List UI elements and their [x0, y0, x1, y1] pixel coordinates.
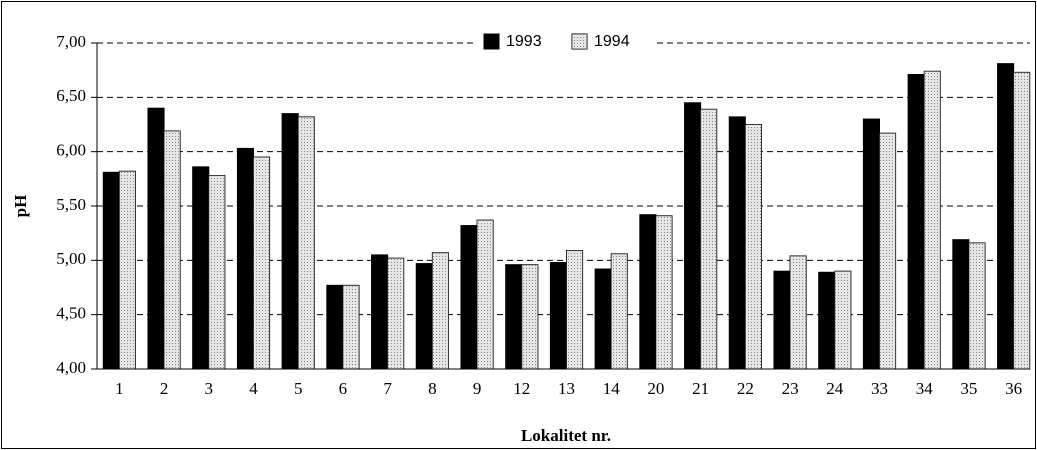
bar [639, 214, 657, 370]
bar-texture [566, 250, 583, 369]
x-axis-label: Lokalitet nr. [521, 426, 611, 445]
y-tick-label: 6,00 [56, 141, 86, 160]
x-tick-label: 9 [473, 379, 482, 398]
x-tick-label: 20 [647, 379, 664, 398]
bar [773, 270, 791, 370]
x-tick-label: 22 [737, 379, 754, 398]
bar [594, 268, 612, 370]
bar [505, 264, 523, 370]
bar-texture [432, 252, 449, 369]
bar [371, 254, 389, 370]
bar [997, 63, 1015, 370]
x-tick-label: 6 [339, 379, 348, 398]
x-tick-label: 2 [160, 379, 169, 398]
x-tick-label: 12 [513, 379, 530, 398]
bar [102, 171, 120, 370]
bar-texture [298, 116, 315, 369]
bar [818, 271, 836, 370]
x-tick-label: 3 [205, 379, 214, 398]
bar [952, 239, 970, 370]
x-tick-label: 14 [603, 379, 621, 398]
bar [281, 113, 299, 370]
x-tick-label: 1 [115, 379, 124, 398]
bar [326, 284, 344, 370]
bar [549, 262, 567, 370]
x-tick-label: 4 [249, 379, 258, 398]
bar-texture [387, 258, 404, 369]
y-tick-label: 5,50 [56, 195, 86, 214]
bar-texture [119, 171, 136, 369]
bar-texture [611, 253, 628, 369]
x-tick-label: 23 [782, 379, 799, 398]
x-tick-label: 36 [1005, 379, 1022, 398]
bar-texture [790, 255, 807, 369]
bar [147, 107, 165, 370]
bar-texture [655, 215, 673, 369]
bar [728, 116, 746, 370]
bar [460, 225, 478, 370]
x-tick-label: 24 [826, 379, 844, 398]
legend-swatch-texture [572, 34, 587, 49]
bar [236, 147, 255, 370]
x-tick-label: 7 [383, 379, 392, 398]
x-tick-label: 8 [428, 379, 437, 398]
bar [684, 102, 702, 370]
legend-swatch [483, 33, 500, 50]
x-tick-label: 13 [558, 379, 575, 398]
bar-texture [700, 109, 717, 369]
y-tick-label: 4,50 [56, 304, 86, 323]
legend-background [476, 30, 656, 54]
bar [907, 74, 925, 370]
x-tick-label: 33 [871, 379, 888, 398]
y-tick-label: 4,00 [56, 358, 86, 377]
x-tick-label: 21 [692, 379, 709, 398]
y-axis-label: pH [11, 195, 30, 218]
x-tick-label: 34 [916, 379, 934, 398]
bar-texture [253, 157, 270, 369]
bar [862, 118, 880, 370]
bar-texture [208, 175, 225, 369]
bar-texture [879, 133, 896, 369]
bar-texture [521, 264, 538, 369]
y-tick-label: 5,00 [56, 249, 86, 268]
bar-texture [342, 285, 360, 369]
bar-texture [924, 71, 941, 370]
bar-texture [968, 242, 986, 369]
bar-texture [745, 124, 762, 369]
y-tick-label: 6,50 [56, 86, 86, 105]
y-tick-label: 7,00 [56, 32, 86, 51]
bar [415, 263, 433, 370]
bar-texture [834, 271, 851, 369]
legend-label: 1993 [506, 33, 542, 50]
x-tick-label: 5 [294, 379, 303, 398]
bar-texture [477, 220, 494, 369]
legend-label: 1994 [594, 33, 630, 50]
bar-texture [164, 131, 181, 369]
bar-texture [1013, 72, 1030, 369]
bar [192, 166, 210, 370]
x-tick-label: 35 [960, 379, 977, 398]
